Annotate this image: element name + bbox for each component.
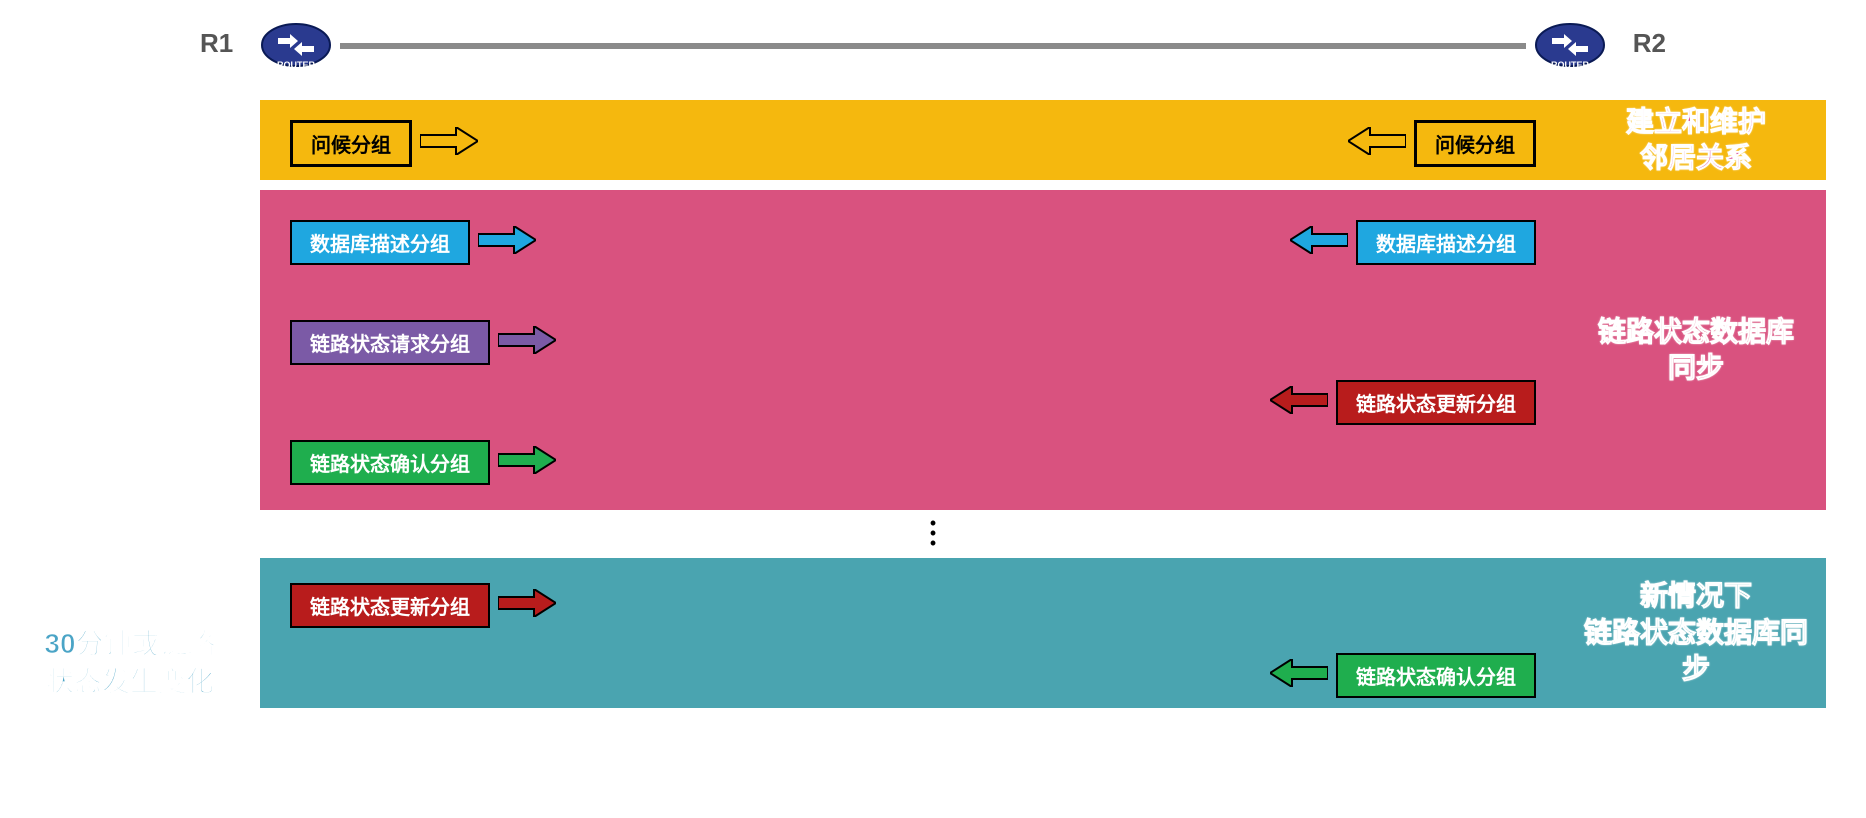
side-note: 30分钟或链路状态发生变化	[15, 625, 245, 701]
packet-label: 数据库描述分组	[1356, 220, 1536, 265]
section-body: 链路状态更新分组 链路状态确认分组	[260, 558, 1566, 708]
ellipsis-dots: •••	[0, 518, 1866, 548]
packet: 问候分组	[1348, 120, 1536, 167]
packet-label: 问候分组	[1414, 120, 1536, 167]
packet: 链路状态更新分组	[1270, 380, 1536, 425]
section-body: 数据库描述分组 数据库描述分组 链路状态请求分组 链路状态更新分组 链路状态确认…	[260, 190, 1566, 510]
router-right-sublabel: ROUTER	[1540, 60, 1600, 70]
router-link-line	[340, 43, 1526, 49]
arrow-icon	[1270, 659, 1328, 692]
router-left-label: R1	[200, 28, 233, 59]
arrow-icon	[1270, 386, 1328, 419]
router-right-label: R2	[1633, 28, 1666, 59]
packet: 数据库描述分组	[1290, 220, 1536, 265]
packet: 链路状态更新分组	[290, 583, 556, 628]
section-label-area: 新情况下链路状态数据库同步	[1566, 558, 1826, 708]
arrow-icon	[1290, 226, 1348, 259]
section-label: 建立和维护邻居关系	[1626, 104, 1766, 177]
arrow-icon	[498, 326, 556, 359]
section-label-area: 链路状态数据库同步	[1566, 190, 1826, 510]
section-label: 链路状态数据库同步	[1598, 314, 1794, 387]
arrow-icon	[498, 589, 556, 622]
arrow-icon	[420, 127, 478, 160]
arrow-icon	[478, 226, 536, 259]
section-body: 问候分组 问候分组	[260, 100, 1566, 180]
section-hello: 问候分组 问候分组 建立和维护邻居关系	[260, 100, 1826, 180]
router-row: R1 ROUTER ROUTER R2	[260, 10, 1606, 90]
section-label-area: 建立和维护邻居关系	[1566, 100, 1826, 180]
packet-label: 问候分组	[290, 120, 412, 167]
packet: 问候分组	[290, 120, 478, 167]
section-resync: 链路状态更新分组 链路状态确认分组 新情况下链路状态数据库同步	[260, 558, 1826, 708]
packet: 链路状态确认分组	[290, 440, 556, 485]
packet-label: 链路状态确认分组	[290, 440, 490, 485]
section-label: 新情况下链路状态数据库同步	[1576, 578, 1816, 687]
packet: 链路状态请求分组	[290, 320, 556, 365]
packet-label: 链路状态确认分组	[1336, 653, 1536, 698]
packet-label: 链路状态更新分组	[290, 583, 490, 628]
packet-label: 链路状态更新分组	[1336, 380, 1536, 425]
packet-label: 链路状态请求分组	[290, 320, 490, 365]
sections-container: 问候分组 问候分组 建立和维护邻居关系数据库描述分组 数据库描述分组 链路状态请…	[0, 100, 1866, 708]
packet-label: 数据库描述分组	[290, 220, 470, 265]
section-lsdb-sync: 数据库描述分组 数据库描述分组 链路状态请求分组 链路状态更新分组 链路状态确认…	[260, 190, 1826, 510]
packet: 链路状态确认分组	[1270, 653, 1536, 698]
arrow-icon	[1348, 127, 1406, 160]
packet: 数据库描述分组	[290, 220, 536, 265]
arrow-icon	[498, 446, 556, 479]
router-left-sublabel: ROUTER	[266, 60, 326, 70]
